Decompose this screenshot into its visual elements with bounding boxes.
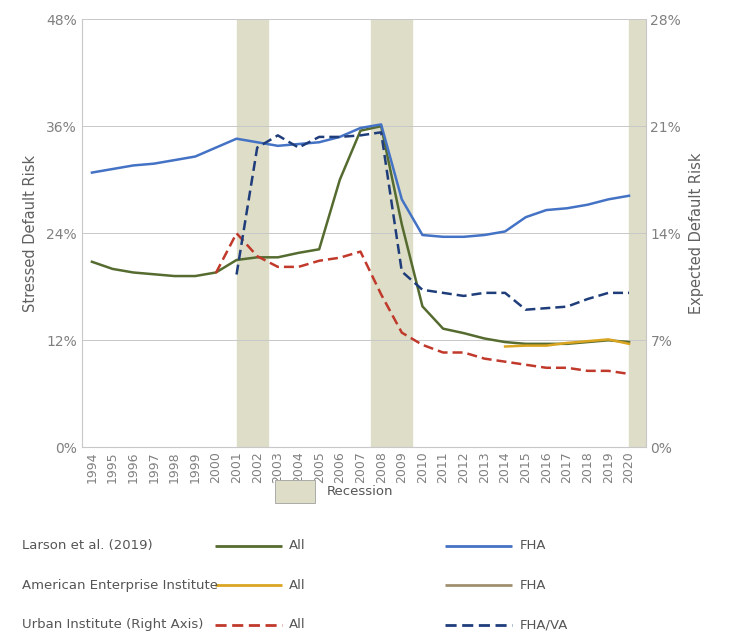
- Text: FHA: FHA: [519, 579, 546, 592]
- Bar: [237, 19, 268, 447]
- Text: Urban Institute (Right Axis): Urban Institute (Right Axis): [22, 618, 203, 631]
- Bar: [275, 480, 315, 503]
- Text: American Enterprise Institute: American Enterprise Institute: [22, 579, 218, 592]
- Text: FHA/VA: FHA/VA: [519, 618, 568, 631]
- Text: All: All: [289, 618, 306, 631]
- Text: FHA: FHA: [519, 539, 546, 553]
- Text: Recession: Recession: [326, 485, 393, 498]
- Text: Larson et al. (2019): Larson et al. (2019): [22, 539, 153, 553]
- Y-axis label: Stressed Default Risk: Stressed Default Risk: [23, 155, 38, 312]
- Text: All: All: [289, 539, 306, 553]
- Bar: [629, 19, 646, 447]
- Y-axis label: Expected Default Risk: Expected Default Risk: [689, 153, 704, 314]
- Bar: [371, 19, 412, 447]
- Text: All: All: [289, 579, 306, 592]
